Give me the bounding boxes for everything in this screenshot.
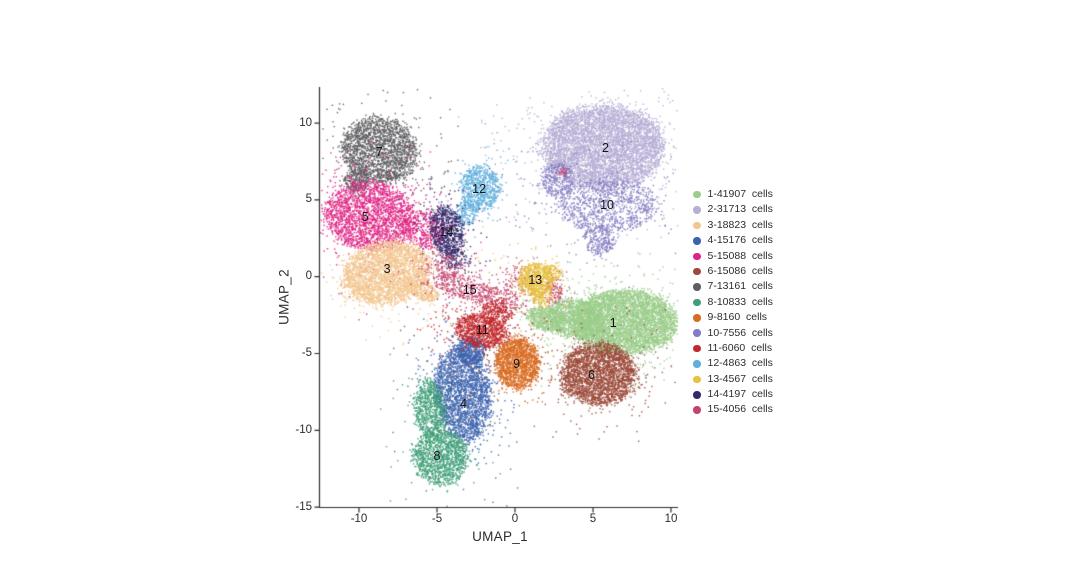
legend-label: 4-15176 cells (707, 234, 773, 247)
legend-swatch-icon (693, 391, 701, 399)
x-tick-label: -5 (431, 513, 443, 525)
legend-label: 8-10833 cells (707, 295, 773, 308)
legend-swatch-icon (693, 190, 701, 199)
legend-swatch-icon (693, 283, 701, 291)
cluster-label-7: 7 (375, 145, 383, 160)
legend-swatch-icon (693, 221, 701, 230)
y-tick-label: 0 (305, 270, 312, 283)
cluster-label-12: 12 (472, 182, 487, 197)
legend-swatch-icon (693, 406, 701, 414)
legend-swatch-icon (693, 329, 701, 337)
legend-label: 2-31713 cells (707, 203, 773, 216)
y-tick-label: 10 (299, 116, 312, 129)
legend-swatch-icon (693, 375, 701, 384)
legend-label: 14-4197 cells (707, 388, 773, 401)
legend-label: 13-4567 cells (707, 372, 773, 385)
cluster-label-15: 15 (462, 282, 477, 297)
legend-label: 5-15088 cells (707, 249, 773, 262)
x-tick-label: -10 (350, 513, 368, 525)
legend-item-3: 3-18823 cells (693, 218, 773, 233)
cluster-legend: 1-41907 cells 2-31713 cells 3-18823 cells 4… (693, 187, 773, 418)
y-tick-label: -10 (295, 423, 312, 436)
legend-label: 9-8160 cells (707, 311, 768, 324)
x-axis-title: UMAP_1 (472, 529, 528, 544)
legend-item-4: 4-15176 cells (693, 233, 773, 248)
cluster-label-13: 13 (528, 272, 543, 287)
legend-label: 3-18823 cells (707, 218, 773, 231)
y-tick-label: 5 (305, 193, 312, 206)
legend-item-9: 9-8160 cells (693, 310, 773, 325)
y-tick-label: -15 (295, 500, 312, 513)
legend-item-5: 5-15088 cells (693, 249, 773, 264)
legend-item-14: 14-4197 cells (693, 387, 773, 402)
cluster-label-6: 6 (587, 368, 595, 382)
cluster-label-3: 3 (383, 262, 391, 277)
cluster-label-1: 1 (609, 315, 617, 330)
legend-swatch-icon (693, 206, 701, 214)
x-tick-label: 10 (664, 513, 678, 525)
legend-item-7: 7-13161 cells (693, 279, 773, 294)
cluster-label-8: 8 (433, 449, 441, 464)
cluster-label-11: 11 (475, 323, 489, 338)
legend-item-15: 15-4056 cells (693, 402, 773, 417)
legend-item-11: 11-6060 cells (693, 341, 773, 356)
legend-item-13: 13-4567 cells (693, 372, 773, 387)
cluster-label-10: 10 (600, 197, 614, 212)
legend-item-12: 12-4863 cells (693, 356, 773, 371)
legend-label: 1-41907 cells (707, 188, 773, 200)
legend-swatch-icon (693, 360, 701, 368)
cluster-label-2: 2 (601, 140, 609, 155)
legend-item-10: 10-7556 cells (693, 326, 773, 341)
legend-swatch-icon (693, 237, 701, 245)
legend-item-8: 8-10833 cells (693, 295, 773, 310)
legend-item-1: 1-41907 cells (693, 187, 773, 202)
cluster-label-14: 14 (439, 225, 454, 240)
legend-label: 6-15086 cells (707, 264, 773, 277)
y-tick-label: -5 (301, 347, 312, 359)
legend-label: 7-13161 cells (707, 280, 773, 293)
legend-item-2: 2-31713 cells (693, 202, 773, 217)
legend-swatch-icon (693, 252, 701, 260)
legend-label: 11-6060 cells (707, 341, 773, 354)
legend-label: 10-7556 cells (707, 326, 773, 339)
legend-swatch-icon (693, 314, 701, 322)
legend-swatch-icon (693, 344, 701, 353)
cluster-label-5: 5 (361, 209, 369, 224)
cluster-label-9: 9 (513, 357, 521, 372)
legend-swatch-icon (693, 298, 701, 307)
x-tick-label: 0 (511, 513, 519, 525)
legend-item-6: 6-15086 cells (693, 264, 773, 279)
x-tick-label: 5 (589, 513, 597, 525)
legend-label: 15-4056 cells (707, 403, 773, 416)
legend-label: 12-4863 cells (707, 357, 773, 370)
cluster-label-4: 4 (460, 397, 467, 412)
legend-swatch-icon (693, 267, 701, 276)
